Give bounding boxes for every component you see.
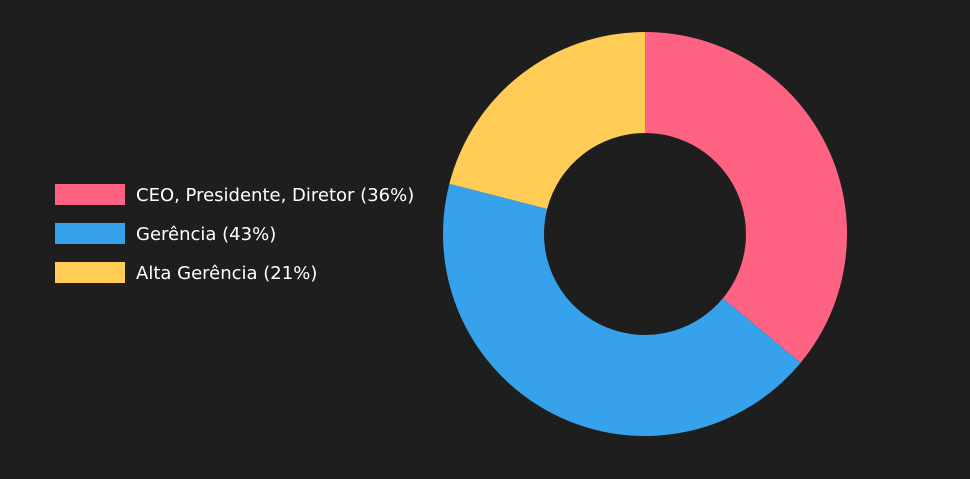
- legend-swatch: [55, 223, 125, 244]
- legend-item[interactable]: CEO, Presidente, Diretor (36%): [55, 184, 414, 206]
- doughnut-slice-3[interactable]: [449, 32, 645, 209]
- chart-legend: CEO, Presidente, Diretor (36%) Gerência …: [55, 184, 414, 284]
- legend-label: CEO, Presidente, Diretor (36%): [136, 185, 414, 206]
- legend-item[interactable]: Gerência (43%): [55, 223, 276, 245]
- legend-item[interactable]: Alta Gerência (21%): [55, 262, 317, 284]
- legend-label: Alta Gerência (21%): [136, 263, 317, 284]
- doughnut-slice-2[interactable]: [443, 183, 801, 436]
- doughnut-slices: [443, 32, 847, 436]
- legend-swatch: [55, 184, 125, 205]
- doughnut-slice-1[interactable]: [645, 32, 847, 363]
- legend-label: Gerência (43%): [136, 224, 276, 245]
- legend-swatch: [55, 262, 125, 283]
